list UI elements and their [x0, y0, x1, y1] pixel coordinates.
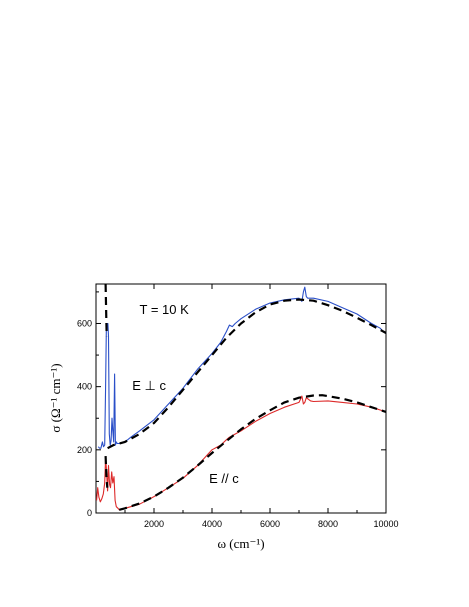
- series-line-2: [104, 283, 108, 337]
- series-line-1: [107, 298, 387, 450]
- y-tick-label: 600: [77, 318, 92, 328]
- annotation-1: E ⊥ c: [132, 378, 166, 393]
- series-line-3: [96, 395, 387, 511]
- x-tick-label: 4000: [202, 519, 222, 529]
- series-line-0: [97, 286, 387, 449]
- x-tick-label: 10000: [373, 519, 398, 529]
- y-tick-label: 400: [77, 382, 92, 392]
- x-axis-label: ω (cm⁻¹): [217, 536, 264, 551]
- annotations-layer: T = 10 K E ⊥ c E // c: [132, 302, 239, 486]
- y-tick-label: 0: [87, 508, 92, 518]
- x-tick-label: 8000: [318, 519, 338, 529]
- curves-layer: [96, 283, 387, 511]
- x-tick-label: 6000: [260, 519, 280, 529]
- y-tick-label: 200: [77, 445, 92, 455]
- annotation-0: T = 10 K: [140, 302, 190, 317]
- ticks-layer: 2000 4000 6000 8000 10000 0 200 400 600: [77, 284, 399, 529]
- annotation-2: E // c: [209, 471, 239, 486]
- series-line-4: [118, 394, 387, 511]
- series-line-5: [104, 456, 109, 488]
- x-tick-label: 2000: [144, 519, 164, 529]
- y-axis-label: σ (Ω⁻¹ cm⁻¹): [48, 363, 63, 432]
